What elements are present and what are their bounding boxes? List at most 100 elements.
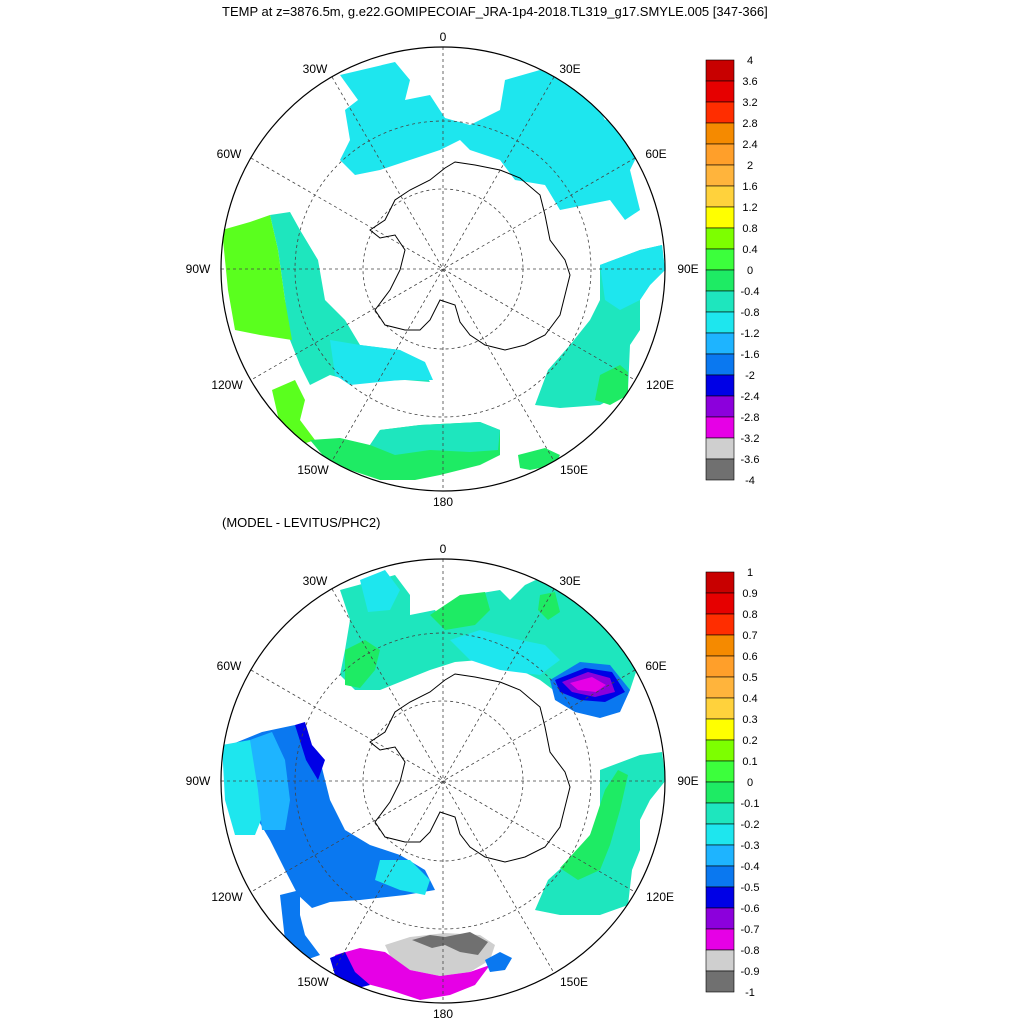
colorbar-tick-label: 0.4	[742, 693, 757, 705]
colorbar-tick-label: 1	[747, 567, 753, 579]
label-lon-150e: 150E	[560, 463, 588, 477]
colorbar-tick-label: 4	[747, 55, 753, 67]
field-green-band-west	[222, 215, 292, 340]
colorbar-swatch	[705, 395, 735, 418]
colorbar-swatch	[705, 676, 735, 699]
colorbar-swatch	[705, 248, 735, 271]
field-green-south-west	[272, 380, 315, 445]
colorbar-swatch	[705, 928, 735, 951]
colorbar-swatch	[705, 290, 735, 313]
label-lon-90w: 90W	[186, 774, 211, 788]
colorbar-tick-label: 0.2	[742, 735, 757, 747]
longitude-labels-bottom: 0 30E 60E 90E 120E 150E 180 150W 120W 90…	[186, 542, 699, 1021]
label-lon-90e: 90E	[677, 774, 698, 788]
colorbar-swatch	[705, 164, 735, 187]
colorbar-tick-label: -0.8	[741, 307, 760, 319]
colorbar-swatch	[705, 143, 735, 166]
label-lon-0: 0	[440, 30, 447, 44]
colorbar-tick-label: 0	[747, 777, 753, 789]
colorbar-tick-label: 0.6	[742, 651, 757, 663]
colorbar-swatch	[705, 697, 735, 720]
field-se-indian-green	[595, 365, 628, 405]
colorbar-tick-label: -1	[745, 987, 755, 999]
antarctica-coast-top	[369, 161, 571, 351]
label-lon-180: 180	[433, 1007, 453, 1021]
colorbar-tick-label: 0.1	[742, 756, 757, 768]
colorbar-tick-label: -0.4	[741, 861, 760, 873]
colorbar-swatch	[705, 101, 735, 124]
colorbar-tick-label: 0.7	[742, 630, 757, 642]
graticule-top	[221, 47, 665, 491]
diff-atlantic-cyan-2	[450, 630, 560, 675]
diff-east-indian-green	[560, 770, 628, 880]
colorbar-tick-label: -0.1	[741, 798, 760, 810]
main-title: TEMP at z=3876.5m, g.e22.GOMIPECOIAF_JRA…	[222, 4, 768, 19]
label-lon-60e: 60E	[645, 659, 666, 673]
colorbar-tick-label: -2.4	[741, 391, 760, 403]
label-lon-150w: 150W	[297, 975, 329, 989]
label-lon-30e: 30E	[559, 62, 580, 76]
colorbar-tick-label: -0.7	[741, 924, 760, 936]
colorbar-swatch	[705, 907, 735, 930]
colorbar-tick-label: -0.6	[741, 903, 760, 915]
colorbar-swatch	[705, 823, 735, 846]
colorbar-swatch	[705, 80, 735, 103]
colorbar-tick-label: -2	[745, 370, 755, 382]
colorbar-tick-label: 0.4	[742, 244, 757, 256]
temperature-colorbar: 4 3.6 3.2 2.8 2.4 2 1.6 1.2 0.8 0.4 0 -0.4 -0.8 -1.2 -…	[705, 55, 760, 487]
colorbar-tick-label: -0.5	[741, 882, 760, 894]
temperature-field	[222, 62, 665, 480]
field-west-pacific-cyan	[330, 340, 433, 385]
colorbar-tick-label: -0.2	[741, 819, 760, 831]
difference-map: 0 30E 60E 90E 120E 150E 180 150W 120W 90…	[186, 542, 760, 1021]
temperature-map: 0 30E 60E 90E 120E 150E 180 150W 120W 90…	[186, 30, 760, 509]
antarctica-coast-bottom	[369, 673, 571, 863]
colorbar-swatch	[705, 185, 735, 208]
field-west-pacific	[270, 212, 430, 385]
label-lon-60w: 60W	[217, 147, 242, 161]
colorbar-swatch	[705, 269, 735, 292]
diff-west-pacific-cyan-2	[375, 860, 430, 895]
map-border-top	[220, 46, 666, 492]
colorbar-tick-label: 1.6	[742, 181, 757, 193]
label-lon-30w: 30W	[303, 62, 328, 76]
difference-field	[222, 570, 665, 1000]
map-border-bottom	[220, 558, 666, 1004]
colorbar-tick-label: 2.8	[742, 118, 757, 130]
field-south-east-green	[518, 448, 560, 470]
field-atlantic-sector	[340, 62, 640, 220]
colorbar-swatch	[705, 781, 735, 804]
colorbar-swatch	[705, 59, 735, 82]
colorbar-swatch	[705, 634, 735, 657]
colorbar-tick-label: -3.6	[741, 454, 760, 466]
colorbar-swatch	[705, 802, 735, 825]
colorbar-tick-label: 0.8	[742, 223, 757, 235]
colorbar-tick-label: -0.9	[741, 966, 760, 978]
colorbar-swatch	[705, 865, 735, 888]
colorbar-swatch	[705, 571, 735, 594]
colorbar-swatch	[705, 122, 735, 145]
colorbar-tick-label: 2	[747, 160, 753, 172]
diff-south-pacific-magenta	[335, 948, 490, 1000]
colorbar-swatch	[705, 970, 735, 993]
label-lon-60w: 60W	[217, 659, 242, 673]
label-lon-60e: 60E	[645, 147, 666, 161]
colorbar-swatch	[705, 437, 735, 460]
label-lon-90w: 90W	[186, 262, 211, 276]
diff-atlantic-cyan	[360, 570, 400, 612]
colorbar-swatch	[705, 739, 735, 762]
colorbar-tick-label: 0.9	[742, 588, 757, 600]
label-lon-120e: 120E	[646, 890, 674, 904]
diff-atlantic-green	[345, 640, 380, 688]
label-lon-120w: 120W	[211, 378, 243, 392]
diff-blue-strip	[295, 722, 325, 780]
colorbar-swatch	[705, 949, 735, 972]
colorbar-swatch	[705, 332, 735, 355]
field-east-indian-cyan	[600, 245, 665, 310]
colorbar-swatch	[705, 613, 735, 636]
diff-atlantic-green-2	[430, 592, 490, 630]
label-lon-150w: 150W	[297, 463, 329, 477]
label-lon-180: 180	[433, 495, 453, 509]
label-lon-30w: 30W	[303, 574, 328, 588]
colorbar-tick-label: 0.3	[742, 714, 757, 726]
